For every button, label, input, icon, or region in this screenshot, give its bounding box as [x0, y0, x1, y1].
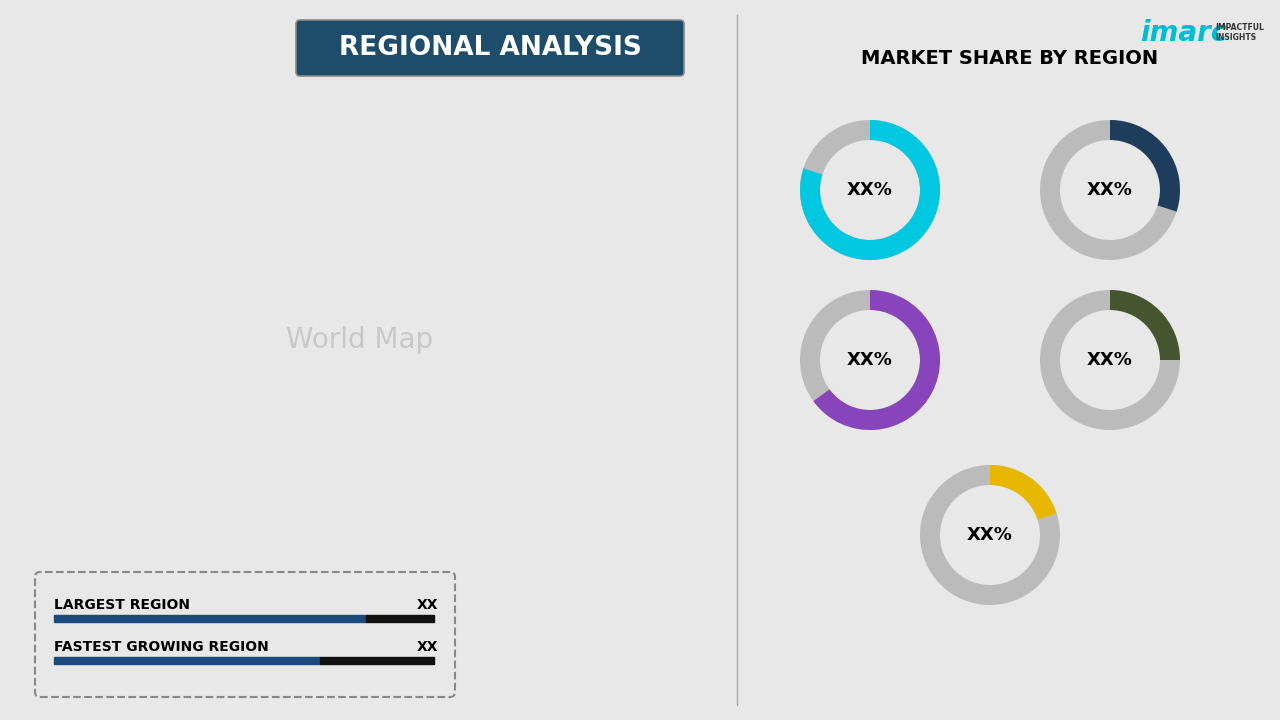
Wedge shape	[920, 465, 1060, 605]
Text: XX%: XX%	[968, 526, 1012, 544]
Text: XX%: XX%	[847, 181, 893, 199]
Text: IMPACTFUL: IMPACTFUL	[1215, 24, 1263, 32]
Bar	[320, 657, 434, 664]
FancyBboxPatch shape	[296, 20, 684, 76]
Wedge shape	[1039, 290, 1180, 430]
Wedge shape	[1110, 290, 1180, 360]
Text: imarc: imarc	[1140, 19, 1228, 47]
Wedge shape	[989, 465, 1056, 520]
Wedge shape	[1039, 120, 1180, 260]
Text: FASTEST GROWING REGION: FASTEST GROWING REGION	[54, 640, 269, 654]
Text: XX: XX	[416, 640, 438, 654]
Text: XX: XX	[416, 598, 438, 612]
Text: XX%: XX%	[1087, 181, 1133, 199]
FancyBboxPatch shape	[35, 572, 454, 697]
Bar	[366, 615, 434, 622]
Wedge shape	[800, 290, 940, 430]
Text: INSIGHTS: INSIGHTS	[1215, 34, 1256, 42]
Wedge shape	[800, 120, 940, 260]
Text: REGIONAL ANALYSIS: REGIONAL ANALYSIS	[339, 35, 641, 61]
Text: LARGEST REGION: LARGEST REGION	[54, 598, 189, 612]
Wedge shape	[800, 120, 940, 260]
Bar	[54, 657, 320, 664]
Text: XX%: XX%	[1087, 351, 1133, 369]
Wedge shape	[1110, 120, 1180, 212]
Wedge shape	[813, 290, 940, 430]
Text: XX%: XX%	[847, 351, 893, 369]
Text: World Map: World Map	[287, 326, 434, 354]
Text: MARKET SHARE BY REGION: MARKET SHARE BY REGION	[861, 48, 1158, 68]
Bar	[54, 615, 366, 622]
